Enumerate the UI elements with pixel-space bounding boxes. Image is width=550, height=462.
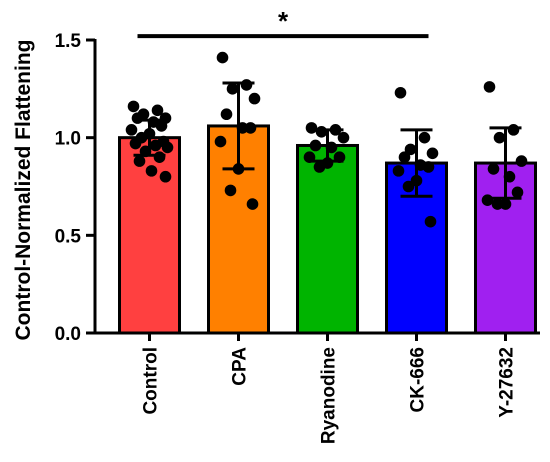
y-tick-label: 0.0 [55,324,81,345]
data-point [125,124,138,136]
data-point [155,120,168,132]
data-point [402,180,415,193]
data-point [129,137,142,150]
significance-annotation: * [137,6,429,39]
data-point [313,161,326,173]
data-point [226,83,239,95]
y-axis-label: Control-Normalized Flattening [12,40,35,341]
data-point [404,143,417,156]
data-point [337,131,350,144]
significance-star: * [278,6,289,36]
data-point [214,135,227,148]
y-tick-label: 1.0 [55,129,81,150]
data-point [216,51,229,64]
data-point [325,141,338,154]
data-point [305,122,318,134]
data-point [503,170,516,183]
data-point [507,124,520,136]
data-point [232,163,245,175]
category-label: Control [141,347,162,415]
data-points [125,51,528,228]
data-point [426,147,439,160]
data-point [220,108,233,121]
data-point [398,151,411,163]
data-point [333,151,346,163]
data-point [499,198,512,210]
bar-ryanodine [296,143,359,335]
category-label: Y-27632 [497,347,518,418]
data-point [315,126,328,138]
data-point [161,141,174,154]
data-point [491,198,504,210]
data-point [422,161,435,173]
data-point [418,131,431,144]
data-point [127,100,140,113]
data-point [481,194,494,206]
data-point [392,165,405,177]
data-point [224,184,237,197]
category-label-group: CK-666 [408,347,429,412]
bar-ck-666 [385,161,448,335]
data-point [511,186,524,199]
data-point [515,155,528,167]
data-point [236,122,249,134]
data-point [131,112,144,124]
data-point [159,170,172,183]
data-point [493,131,506,144]
data-point [248,92,261,105]
data-point [149,139,162,152]
category-label: CK-666 [408,347,429,412]
data-point [151,104,164,117]
category-label: CPA [230,347,251,386]
data-point [410,174,423,187]
data-point [244,122,257,134]
data-point [133,155,146,167]
ylabel-group: Control-Normalized Flattening [12,40,35,341]
y-tick-label: 0.5 [55,226,82,247]
data-point [487,163,500,175]
data-point [483,81,496,93]
category-label-group: Control [141,347,162,415]
data-point [394,86,407,99]
y-tick-label: 1.5 [55,31,82,52]
category-label-group: Y-27632 [497,347,518,418]
data-point [329,124,342,136]
category-label-group: CPA [230,347,251,386]
data-point [303,151,316,163]
data-point [240,79,253,91]
data-point [246,198,259,210]
category-label: Ryanodine [319,347,340,444]
data-point [424,215,437,228]
data-point [153,151,166,163]
data-point [309,139,322,152]
data-point [139,145,152,158]
category-labels: Control CPA Ryanodine CK-666 Y-27632 [141,347,518,444]
data-point [145,165,158,177]
category-label-group: Ryanodine [319,347,340,444]
